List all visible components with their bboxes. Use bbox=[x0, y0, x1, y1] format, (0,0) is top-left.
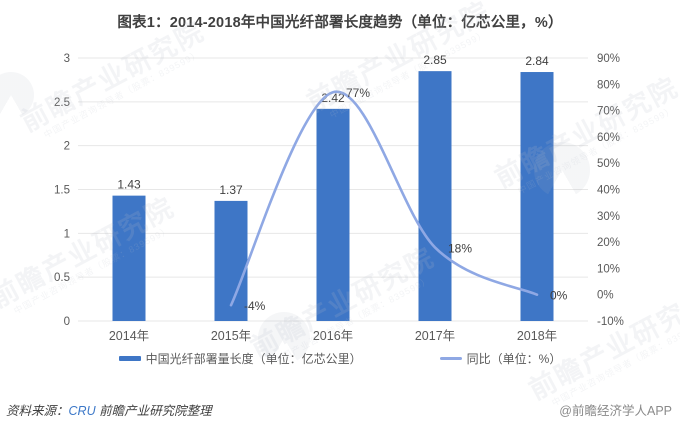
line-series-swatch-icon bbox=[439, 357, 462, 360]
right-axis-tick: 70% bbox=[597, 106, 620, 118]
right-axis-tick: 50% bbox=[597, 158, 620, 170]
x-axis-label: 2015年 bbox=[211, 329, 251, 343]
left-axis-tick: 1.5 bbox=[54, 185, 70, 197]
bar-value-label: 2.85 bbox=[423, 53, 447, 67]
source-rest: 前瞻产业研究院整理 bbox=[95, 404, 212, 418]
line-value-label: 77% bbox=[346, 86, 370, 100]
x-axis-label: 2018年 bbox=[517, 329, 557, 343]
footer: 资料来源：CRU 前瞻产业研究院整理 @前瞻经济学人APP bbox=[0, 400, 680, 419]
right-axis-tick: 30% bbox=[597, 211, 620, 223]
credit-note: @前瞻经济学人APP bbox=[559, 404, 672, 418]
right-axis-tick: 60% bbox=[597, 132, 620, 144]
bar-2014年 bbox=[112, 195, 146, 321]
left-axis-tick: 3 bbox=[64, 53, 70, 65]
x-axis-label: 2016年 bbox=[313, 329, 353, 343]
bar-value-label: 1.43 bbox=[117, 178, 141, 192]
bar-2016年 bbox=[316, 108, 350, 321]
line-value-label: 0% bbox=[550, 289, 568, 303]
legend-label: 同比（单位：%） bbox=[466, 352, 562, 366]
left-axis-tick: 2 bbox=[64, 141, 70, 153]
x-axis-label: 2017年 bbox=[415, 329, 455, 343]
bar-value-label: 1.37 bbox=[219, 183, 243, 197]
chart-legend: 中国光纤部署量长度（单位：亿芯公里） 同比（单位：%） bbox=[0, 350, 680, 367]
x-axis-label: 2014年 bbox=[109, 329, 149, 343]
left-axis-tick: 1 bbox=[64, 228, 70, 240]
line-value-label: 18% bbox=[448, 241, 472, 255]
legend-label: 中国光纤部署量长度（单位：亿芯公里） bbox=[145, 352, 362, 366]
left-axis-tick: 2.5 bbox=[54, 97, 70, 109]
right-axis-tick: 90% bbox=[597, 53, 620, 65]
line-series-path bbox=[229, 90, 539, 307]
left-axis-tick: 0 bbox=[64, 316, 70, 328]
legend-item-bar-series: 中国光纤部署量长度（单位：亿芯公里） bbox=[118, 350, 362, 367]
chart-title: 图表1：2014-2018年中国光纤部署长度趋势（单位：亿芯公里，%） bbox=[117, 15, 563, 31]
source-prefix: 资料来源： bbox=[6, 404, 69, 418]
right-axis-tick: 80% bbox=[597, 79, 620, 91]
bar-series-swatch-icon bbox=[118, 356, 141, 361]
bar-value-label: 2.84 bbox=[525, 54, 549, 68]
left-axis-tick: 0.5 bbox=[54, 272, 70, 284]
line-value-label: -4% bbox=[244, 299, 266, 313]
right-axis-tick: 0% bbox=[597, 290, 614, 302]
combo-chart: 0 0.5 1 1.5 2 2.5 3 -10% 0% 10% 20% 30% 40% 50% 60% 70%… bbox=[54, 53, 624, 343]
legend-item-line-series: 同比（单位：%） bbox=[439, 350, 562, 367]
right-axis-tick: -10% bbox=[597, 316, 624, 328]
right-axis-tick: 40% bbox=[597, 185, 620, 197]
bar-2015年 bbox=[214, 200, 248, 321]
source-note: 资料来源：CRU 前瞻产业研究院整理 bbox=[6, 400, 212, 419]
source-org: CRU bbox=[68, 404, 96, 418]
right-axis-tick: 20% bbox=[597, 237, 620, 249]
right-axis-tick: 10% bbox=[597, 263, 620, 275]
bar-2018年 bbox=[520, 72, 554, 321]
bar-2017年 bbox=[418, 71, 452, 322]
